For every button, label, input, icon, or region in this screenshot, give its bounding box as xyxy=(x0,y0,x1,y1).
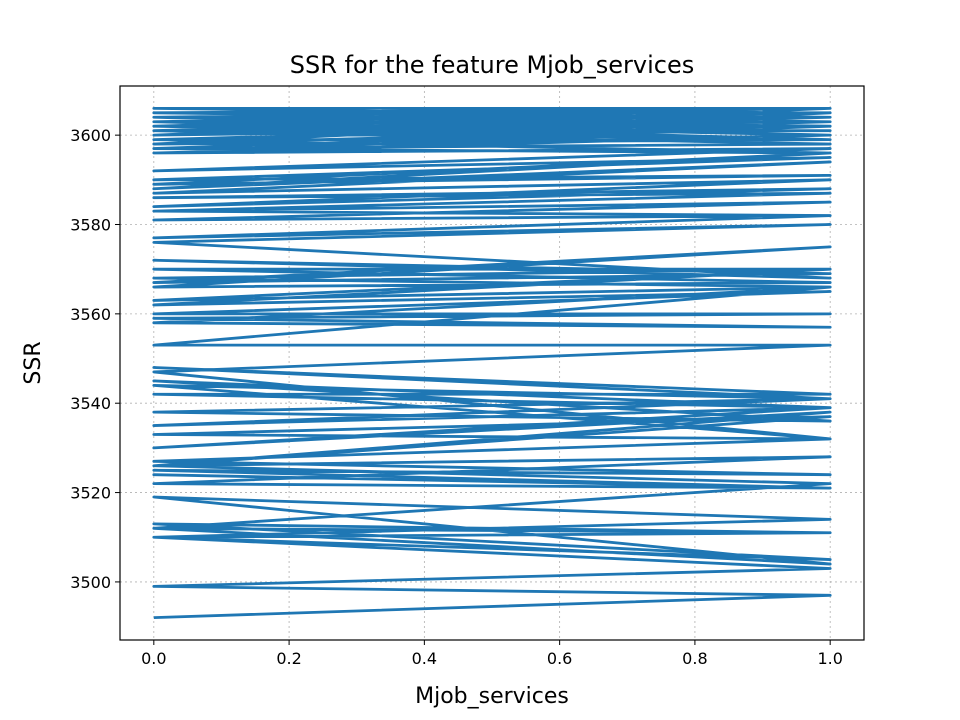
y-tick-label: 3540 xyxy=(70,394,111,413)
plot-area xyxy=(152,106,832,620)
series-layer xyxy=(152,106,832,620)
series-line-ssr xyxy=(152,106,832,620)
x-tick-label: 1.0 xyxy=(817,649,842,668)
y-tick-label: 3560 xyxy=(70,305,111,324)
y-tick-label: 3580 xyxy=(70,216,111,235)
plot-frame xyxy=(119,85,865,641)
y-tick-label: 3600 xyxy=(70,126,111,145)
x-tick-label: 0.8 xyxy=(682,649,707,668)
y-axis-title: SSR xyxy=(21,341,46,384)
y-axis-ticks: 3500 3520 3540 3560 3580 3600 xyxy=(70,126,120,592)
x-tick-label: 0.0 xyxy=(141,649,166,668)
x-tick-label: 0.4 xyxy=(412,649,437,668)
x-axis-title: Mjob_services xyxy=(415,684,569,709)
x-axis-ticks: 0.0 0.2 0.4 0.6 0.8 1.0 xyxy=(141,640,843,668)
x-tick-label: 0.2 xyxy=(276,649,301,668)
y-tick-label: 3500 xyxy=(70,573,111,592)
chart-title: SSR for the feature Mjob_services xyxy=(290,51,694,79)
y-tick-label: 3520 xyxy=(70,484,111,503)
x-tick-label: 0.6 xyxy=(547,649,572,668)
